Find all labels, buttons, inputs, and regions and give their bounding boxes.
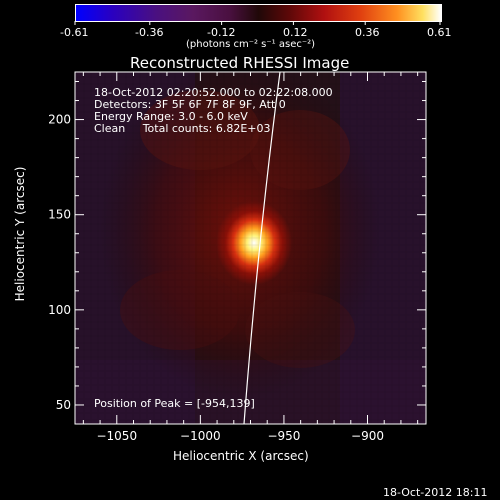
colorbar-tick-label: 0.12 [283,26,308,39]
y-axis-label: Heliocentric Y (arcsec) [13,166,27,302]
x-tick-label: −1050 [96,429,137,443]
solar-limb-line [243,72,281,424]
y-tick-label: 50 [56,398,71,412]
x-tick-label: −900 [351,429,384,443]
colorbar-tick-label: -0.12 [207,26,236,39]
y-tick-label: 100 [48,303,71,317]
colorbar-tick-label: -0.61 [60,26,89,39]
colorbar-tick-label: 0.36 [355,26,380,39]
colorbar-ticks [74,21,441,25]
plot-timestamp: 18-Oct-2012 18:11 [383,486,488,499]
x-tick-label: −1000 [180,429,221,443]
plot-title: Reconstructed RHESSI Image [130,54,350,72]
method-counts-text: Clean Total counts: 6.82E+03 [94,122,271,135]
y-tick-label: 200 [48,113,71,127]
detectors-text: Detectors: 3F 5F 6F 7F 8F 9F, Att 0 [94,98,286,111]
time-range-text: 18-Oct-2012 02:20:52.000 to 02:22:08.000 [94,86,333,99]
x-axis-label: Heliocentric X (arcsec) [173,449,309,463]
x-tick-label: −950 [267,429,300,443]
colorbar-tick-label: 0.61 [427,26,452,39]
y-tick-label: 150 [48,208,71,222]
colorbar-unit-label: (photons cm⁻² s⁻¹ asec⁻²) [186,39,316,50]
axis-ticks [75,72,426,425]
colorbar [75,4,442,22]
energy-range-text: Energy Range: 3.0 - 6.0 keV [94,110,248,123]
peak-position-text: Position of Peak = [-954,139] [94,397,255,410]
colorbar-tick-label: -0.36 [135,26,164,39]
